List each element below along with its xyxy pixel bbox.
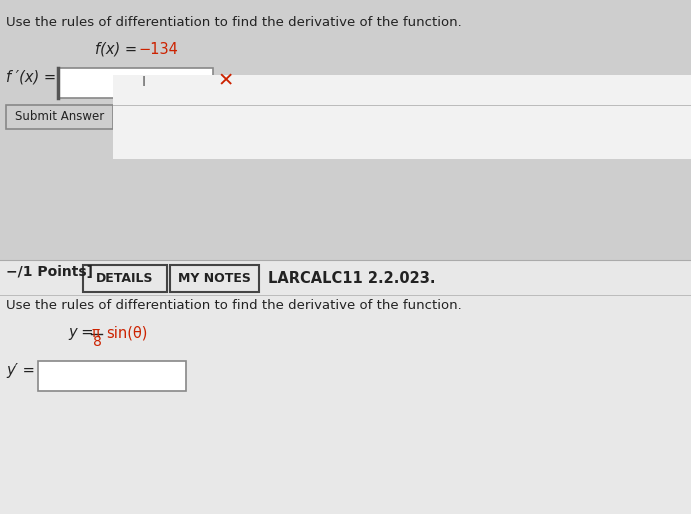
Text: π: π xyxy=(92,326,100,340)
FancyBboxPatch shape xyxy=(170,265,259,292)
Text: Use the rules of differentiation to find the derivative of the function.: Use the rules of differentiation to find… xyxy=(6,299,462,312)
FancyBboxPatch shape xyxy=(83,265,167,292)
FancyBboxPatch shape xyxy=(0,260,691,514)
Text: f ′(x) =: f ′(x) = xyxy=(6,70,61,85)
Text: f(x) =: f(x) = xyxy=(95,42,142,57)
Text: MY NOTES: MY NOTES xyxy=(178,272,251,285)
Text: y′ =: y′ = xyxy=(6,363,35,378)
Text: 8: 8 xyxy=(93,335,102,349)
Text: sin(θ): sin(θ) xyxy=(106,326,147,341)
FancyBboxPatch shape xyxy=(6,105,113,129)
Text: y =: y = xyxy=(68,325,98,340)
Text: −134: −134 xyxy=(138,42,178,57)
Text: Use the rules of differentiation to find the derivative of the function.: Use the rules of differentiation to find… xyxy=(6,16,462,29)
Text: Submit Answer: Submit Answer xyxy=(15,111,104,123)
Text: DETAILS: DETAILS xyxy=(96,272,154,285)
FancyBboxPatch shape xyxy=(58,68,213,98)
FancyBboxPatch shape xyxy=(113,75,691,159)
Text: I: I xyxy=(141,75,145,89)
Text: −/1 Points]: −/1 Points] xyxy=(6,265,93,279)
FancyBboxPatch shape xyxy=(38,361,186,391)
Text: ✕: ✕ xyxy=(218,71,234,90)
Text: LARCALC11 2.2.023.: LARCALC11 2.2.023. xyxy=(268,271,435,286)
